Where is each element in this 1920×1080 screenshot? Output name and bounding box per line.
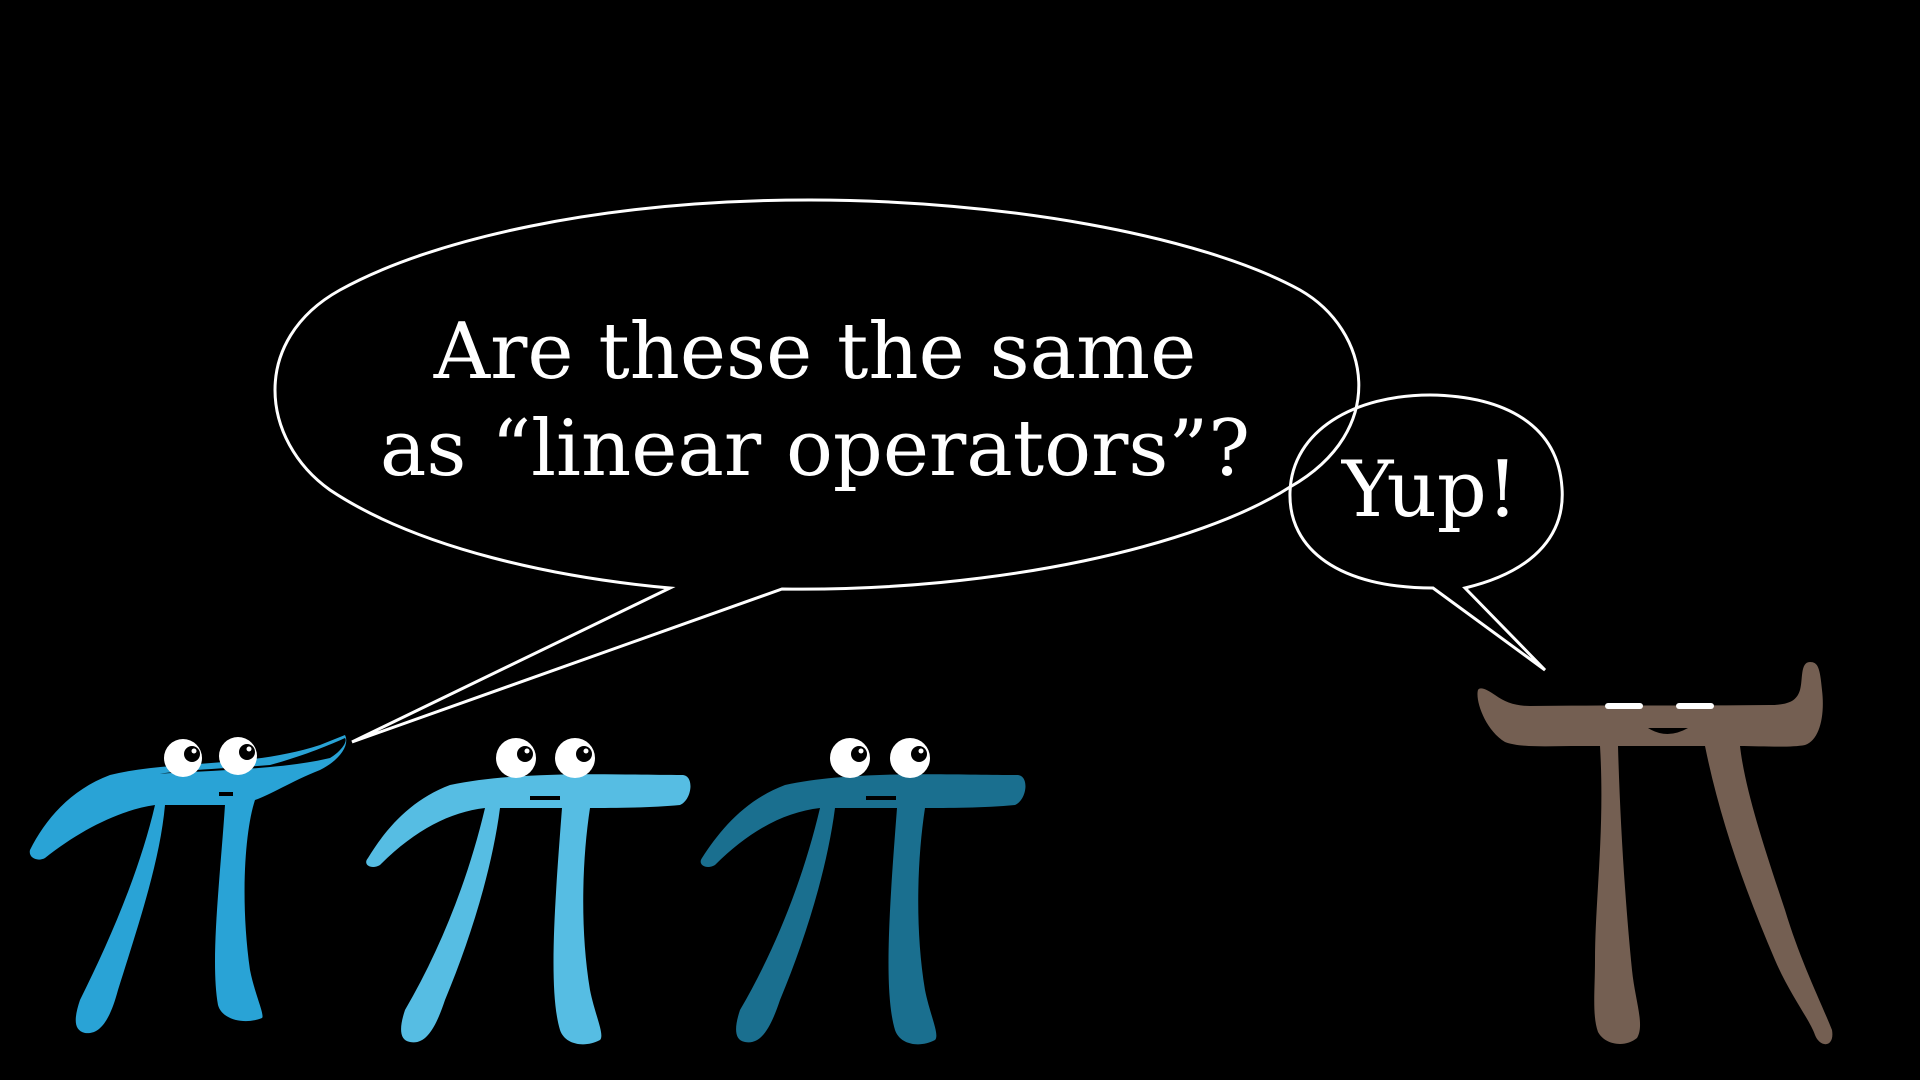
blue-pi-2-right-pupil [576, 746, 592, 762]
blue-pi-3-right-glint [918, 748, 924, 754]
blue-pi-1-right-glint [246, 746, 252, 752]
brown-pi-mouth [1648, 728, 1688, 734]
blue-pi-2-left-pupil [517, 746, 533, 762]
blue-pi-1-left-pupil [184, 746, 200, 762]
blue-pi-3-right-pupil [911, 746, 927, 762]
brown-pi-body [1477, 662, 1833, 1045]
blue-pi-2-left-glint [524, 748, 530, 754]
speech-bubble-right-outline [1288, 393, 1564, 672]
blue-pi-3-mouth [866, 796, 896, 800]
blue-pi-2-right-glint [583, 748, 589, 754]
speech-bubble-left: Are these the same as “linear operators”… [273, 198, 1361, 744]
speech-bubble-left-line2: as “linear operators”? [380, 404, 1250, 494]
blue-pi-creature-1 [29, 735, 347, 1034]
blue-pi-3-left-glint [858, 748, 864, 754]
blue-pi-creature-3 [700, 738, 1026, 1045]
brown-pi-right-eye [1676, 703, 1714, 709]
speech-bubble-right: Yup! [1288, 393, 1564, 672]
speech-bubble-right-text: Yup! [1341, 445, 1518, 535]
blue-pi-1-mouth [219, 792, 233, 796]
blue-pi-1-body [29, 735, 347, 1034]
brown-pi-left-eye [1605, 703, 1643, 709]
blue-pi-2-body [366, 774, 691, 1045]
blue-pi-3-left-pupil [851, 746, 867, 762]
blue-pi-1-right-pupil [239, 744, 255, 760]
speech-bubble-left-line1: Are these the same [433, 307, 1196, 397]
blue-pi-3-body [700, 774, 1026, 1045]
brown-pi-creature [1477, 662, 1833, 1045]
blue-pi-creature-2 [366, 738, 691, 1045]
blue-pi-2-mouth [530, 796, 560, 800]
blue-pi-1-left-glint [191, 748, 197, 754]
speech-bubble-left-outline [273, 198, 1361, 744]
